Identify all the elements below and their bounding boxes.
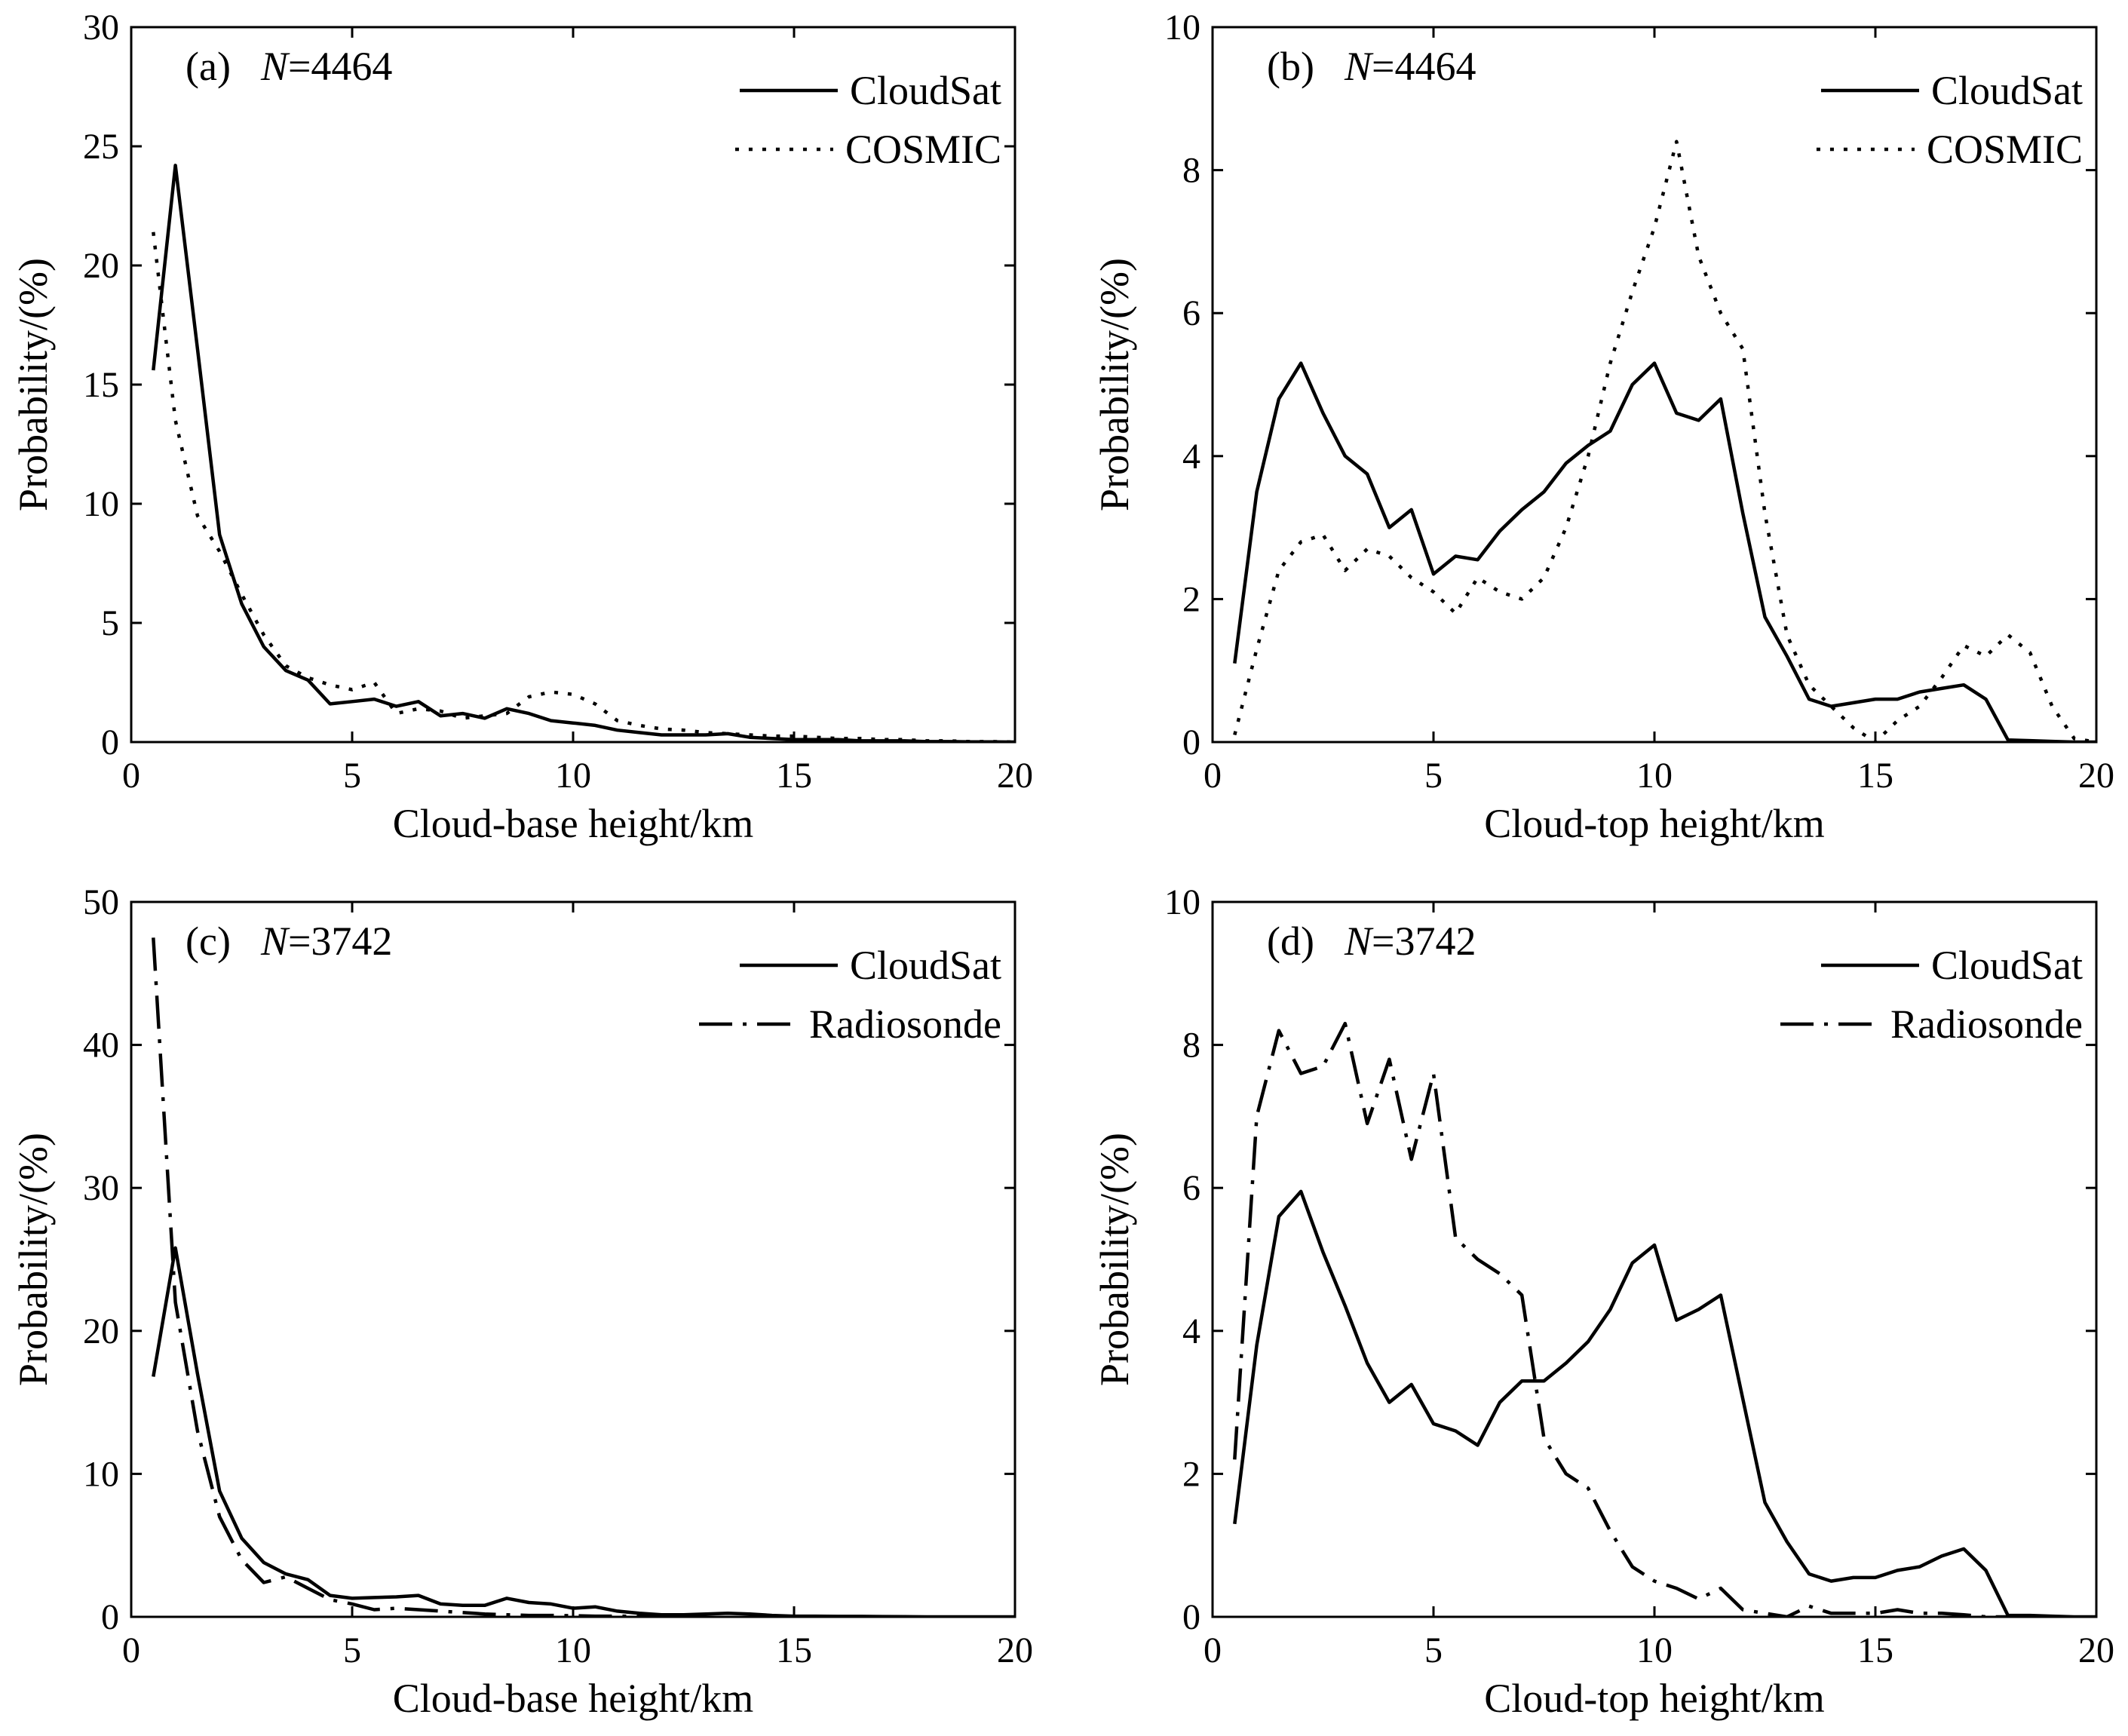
x-axis-title: Cloud-top height/km: [1484, 1676, 1825, 1721]
y-tick-label: 8: [1182, 1026, 1200, 1066]
y-tick-label: 30: [83, 8, 119, 48]
y-tick-label: 4: [1182, 1311, 1200, 1351]
y-tick-label: 8: [1182, 151, 1200, 191]
series-line-radiosonde: [152, 937, 706, 1617]
panel-letter: (d): [1267, 919, 1314, 964]
chart-panel-0: 0 5 10 15 20 0 5 10 15 20 25 30 Cloud-base height/km…: [11, 8, 1033, 846]
panel-label: (a) N=4464: [186, 44, 392, 89]
sample-size-value: =3742: [288, 919, 392, 964]
legend-label-cosmic: COSMIC: [845, 127, 1001, 172]
x-tick-label: 10: [555, 1630, 591, 1670]
series-line-cosmic: [152, 232, 1015, 742]
series-line-cloudsat: [152, 1246, 1015, 1617]
legend-label-cloudsat: CloudSat: [1931, 943, 2083, 988]
y-tick-label: 4: [1182, 437, 1200, 477]
y-axis-title: Probability/(%): [1092, 1133, 1137, 1386]
y-tick-label: 0: [101, 1597, 119, 1637]
y-tick-label: 2: [1182, 1454, 1200, 1494]
x-tick-label: 20: [2078, 1630, 2114, 1670]
y-tick-label: 10: [83, 484, 119, 524]
x-axis-title: Cloud-base height/km: [393, 1676, 753, 1721]
y-tick-label: 20: [83, 1311, 119, 1351]
x-axis-title: Cloud-top height/km: [1484, 801, 1825, 846]
sample-size-value: =4464: [1372, 44, 1476, 89]
y-tick-label: 30: [83, 1168, 119, 1208]
panel-label: (b) N=4464: [1267, 44, 1476, 89]
panel-letter: (b): [1267, 44, 1314, 89]
x-tick-label: 15: [1857, 1630, 1893, 1670]
x-tick-label: 5: [343, 756, 361, 796]
series-line-cloudsat: [1233, 361, 2096, 742]
y-tick-label: 0: [1182, 722, 1200, 762]
x-tick-label: 20: [2078, 756, 2114, 796]
y-axis-title: Probability/(%): [1092, 258, 1137, 511]
x-tick-label: 20: [997, 1630, 1033, 1670]
series-line-cosmic: [1233, 140, 2096, 742]
sample-size-symbol: N: [260, 44, 290, 89]
y-axis-title: Probability/(%): [11, 258, 56, 511]
x-tick-label: 5: [1424, 1630, 1443, 1670]
legend-label-cloudsat: CloudSat: [850, 68, 1001, 113]
sample-size-value: =3742: [1372, 919, 1476, 964]
panel-label: (c) N=3742: [186, 919, 392, 964]
y-tick-label: 6: [1182, 293, 1200, 333]
series-line-cloudsat: [1233, 1189, 2096, 1617]
y-tick-label: 10: [1164, 8, 1200, 48]
y-tick-label: 20: [83, 246, 119, 286]
x-tick-label: 15: [776, 756, 812, 796]
series-line-cloudsat: [152, 164, 1015, 742]
legend-label-cloudsat: CloudSat: [1931, 68, 2083, 113]
y-tick-label: 10: [83, 1454, 119, 1494]
y-tick-label: 5: [101, 603, 119, 643]
x-axis-title: Cloud-base height/km: [393, 801, 753, 846]
x-tick-label: 5: [1424, 756, 1443, 796]
x-tick-label: 15: [1857, 756, 1893, 796]
y-tick-label: 15: [83, 365, 119, 405]
x-tick-label: 20: [997, 756, 1033, 796]
x-tick-label: 10: [555, 756, 591, 796]
sample-size-symbol: N: [260, 919, 290, 964]
x-tick-label: 10: [1636, 756, 1673, 796]
y-tick-label: 10: [1164, 882, 1200, 922]
y-tick-label: 6: [1182, 1168, 1200, 1208]
panel-label: (d) N=3742: [1267, 919, 1476, 964]
chart-panel-2: 0 5 10 15 20 0 10 20 30 40 50 Cloud-base height/km P…: [11, 882, 1033, 1721]
y-tick-label: 40: [83, 1026, 119, 1066]
x-tick-label: 5: [343, 1630, 361, 1670]
legend-label-cloudsat: CloudSat: [850, 943, 1001, 988]
y-tick-label: 25: [83, 127, 119, 167]
y-tick-label: 0: [1182, 1597, 1200, 1637]
x-tick-label: 0: [122, 1630, 140, 1670]
x-tick-label: 0: [122, 756, 140, 796]
chart-panel-1: 0 5 10 15 20 0 2 4 6 8 10 Cloud-top height/km Probab…: [1092, 8, 2114, 846]
sample-size-symbol: N: [1344, 919, 1374, 964]
y-axis-title: Probability/(%): [11, 1133, 56, 1386]
chart-panel-3: 0 5 10 15 20 0 2 4 6 8 10 Cloud-top height/km Probab…: [1092, 882, 2114, 1721]
x-tick-label: 0: [1204, 1630, 1222, 1670]
legend-label-cosmic: COSMIC: [1927, 127, 2083, 172]
legend-label-radiosonde: Radiosonde: [1890, 1001, 2083, 1047]
y-tick-label: 50: [83, 882, 119, 922]
y-tick-label: 0: [101, 722, 119, 762]
panel-letter: (c): [186, 919, 231, 964]
x-tick-label: 10: [1636, 1630, 1673, 1670]
x-tick-label: 0: [1204, 756, 1222, 796]
legend-label-radiosonde: Radiosonde: [809, 1001, 1001, 1047]
panel-letter: (a): [186, 44, 231, 89]
x-tick-label: 15: [776, 1630, 812, 1670]
sample-size-symbol: N: [1344, 44, 1374, 89]
sample-size-value: =4464: [288, 44, 392, 89]
y-tick-label: 2: [1182, 579, 1200, 619]
